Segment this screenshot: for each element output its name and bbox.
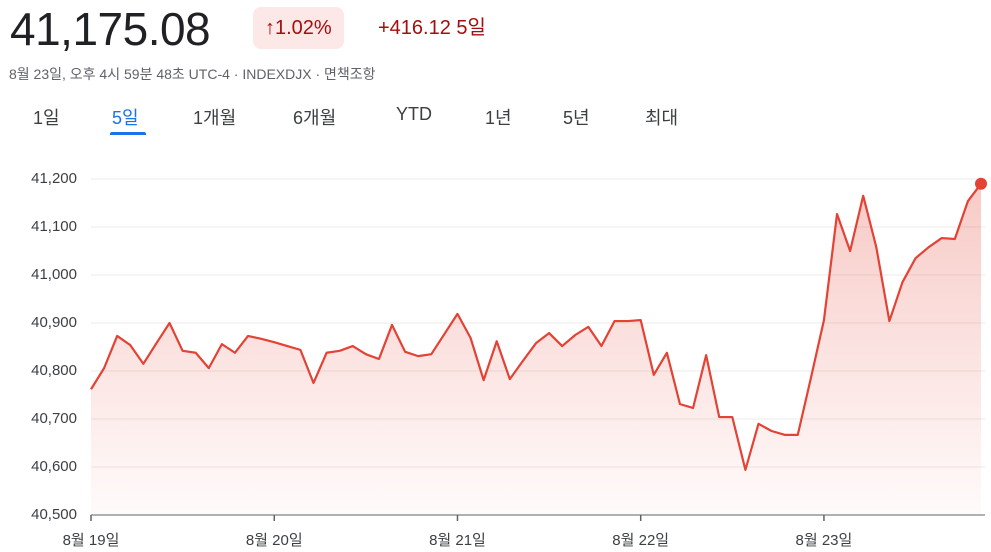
x-tick-label: 8월 20일 xyxy=(246,532,303,549)
y-tick-label: 40,600 xyxy=(31,458,77,475)
range-tab[interactable]: 5년 xyxy=(563,108,590,128)
price: 41,175.08 xyxy=(10,3,211,55)
x-tick-label: 8월 21일 xyxy=(429,532,486,549)
subtitle: 8월 23일, 오후 4시 59분 48초 UTC-4 · INDEXDJX ·… xyxy=(9,66,376,82)
y-tick-label: 41,100 xyxy=(31,218,77,235)
range-tab[interactable]: 1개월 xyxy=(193,108,237,128)
change-percent-badge: ↑1.02% xyxy=(253,7,344,49)
y-tick-label: 41,200 xyxy=(31,170,77,187)
y-tick-label: 40,500 xyxy=(31,506,77,523)
range-tab[interactable]: 1년 xyxy=(485,108,512,128)
change-value: +416.12 xyxy=(378,17,451,39)
range-tab[interactable]: YTD xyxy=(396,104,432,124)
change-period: 5일 xyxy=(456,17,486,39)
x-tick-label: 8월 19일 xyxy=(63,532,120,549)
range-tab[interactable]: 1일 xyxy=(33,108,60,128)
y-tick-label: 40,900 xyxy=(31,314,77,331)
change-percent: 1.02% xyxy=(275,17,332,39)
range-tab[interactable]: 6개월 xyxy=(293,108,337,128)
price-line xyxy=(90,183,982,471)
quote-header: 41,175.08 ↑1.02% +416.12 5일 8월 23일, 오후 4… xyxy=(0,0,991,145)
active-tab-underline xyxy=(110,132,146,135)
change: +416.12 5일 xyxy=(378,7,486,49)
y-tick-label: 41,000 xyxy=(31,266,77,283)
range-tab[interactable]: 최대 xyxy=(645,108,679,128)
y-tick-label: 40,700 xyxy=(31,410,77,427)
area-fill xyxy=(91,183,981,516)
x-tick-label: 8월 23일 xyxy=(796,532,853,549)
y-tick-label: 40,800 xyxy=(31,362,77,379)
x-tick-label: 8월 22일 xyxy=(612,532,669,549)
last-point xyxy=(975,177,987,190)
up-arrow: ↑ xyxy=(265,17,275,39)
range-tab[interactable]: 5일 xyxy=(112,108,139,128)
